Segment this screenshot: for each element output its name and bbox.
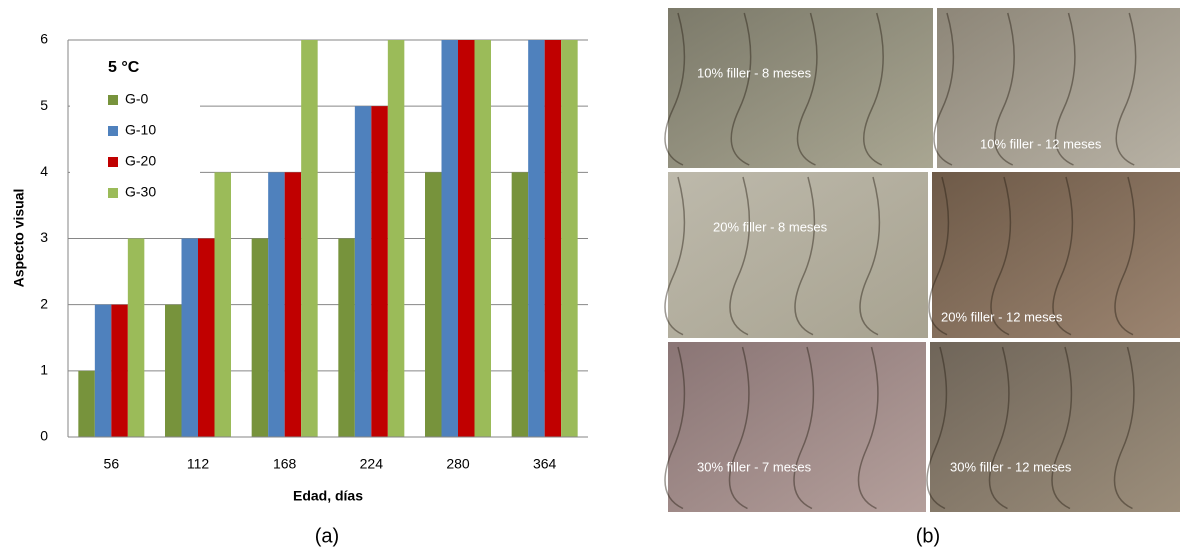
photo (668, 172, 928, 338)
x-tick-label: 224 (360, 456, 384, 472)
caption: (a) (315, 525, 339, 547)
bar (182, 239, 199, 438)
bar (198, 239, 215, 438)
bar (95, 305, 112, 437)
legend-label: G-30 (125, 184, 156, 200)
photo-label: 20% filler - 8 meses (713, 219, 828, 234)
y-tick-label: 4 (40, 163, 48, 179)
bar (442, 40, 459, 437)
x-tick-label: 112 (187, 456, 210, 472)
x-tick-label: 280 (446, 456, 470, 472)
y-tick-label: 0 (40, 428, 48, 444)
bar (252, 239, 269, 438)
legend-swatch (108, 157, 118, 167)
legend-swatch (108, 126, 118, 136)
bar (561, 40, 578, 437)
x-tick-label: 56 (104, 456, 120, 472)
y-tick-label: 3 (40, 229, 48, 245)
legend-label: G-20 (125, 153, 156, 169)
page: {"chart_data": {"type": "bar", "legend_t… (0, 0, 1188, 552)
figure: 0123456561121682242803645 °CG-0G-10G-20G… (0, 0, 1188, 552)
legend-label: G-10 (125, 122, 156, 138)
legend-swatch (108, 188, 118, 198)
bar (458, 40, 475, 437)
bar (371, 106, 388, 437)
bar (338, 239, 355, 438)
bar (111, 305, 128, 437)
bar (128, 239, 145, 438)
bar (545, 40, 562, 437)
photo-panel: 10% filler - 8 meses 10% filler - 12 mese… (665, 8, 1180, 512)
bar (285, 172, 302, 437)
legend-title: 5 °C (108, 59, 140, 76)
bar (475, 40, 492, 437)
bar (425, 172, 442, 437)
x-axis-label: Edad, días (293, 488, 363, 504)
photo-label: 30% filler - 12 meses (950, 459, 1072, 474)
photo (668, 8, 933, 168)
photo-label: 20% filler - 12 meses (941, 309, 1063, 324)
x-tick-label: 168 (273, 456, 297, 472)
y-tick-label: 1 (40, 362, 48, 378)
bar (512, 172, 528, 437)
y-tick-label: 2 (40, 295, 48, 311)
y-tick-label: 5 (40, 97, 48, 113)
y-axis-label: Aspecto visual (11, 189, 27, 288)
bar (78, 371, 95, 437)
bar (215, 172, 232, 437)
legend-label: G-0 (125, 91, 149, 107)
photo (930, 342, 1180, 512)
x-tick-label: 364 (533, 456, 557, 472)
caption: (b) (916, 525, 940, 547)
photo (668, 342, 926, 512)
photo-label: 10% filler - 8 meses (697, 65, 812, 80)
bar (165, 305, 182, 437)
photo-label: 10% filler - 12 meses (980, 136, 1102, 151)
bar (268, 172, 285, 437)
bar (355, 106, 372, 437)
photo-label: 30% filler - 7 meses (697, 459, 812, 474)
bar (528, 40, 545, 437)
y-tick-label: 6 (40, 31, 48, 47)
legend-swatch (108, 95, 118, 105)
bar (388, 40, 405, 437)
bar (301, 40, 318, 437)
